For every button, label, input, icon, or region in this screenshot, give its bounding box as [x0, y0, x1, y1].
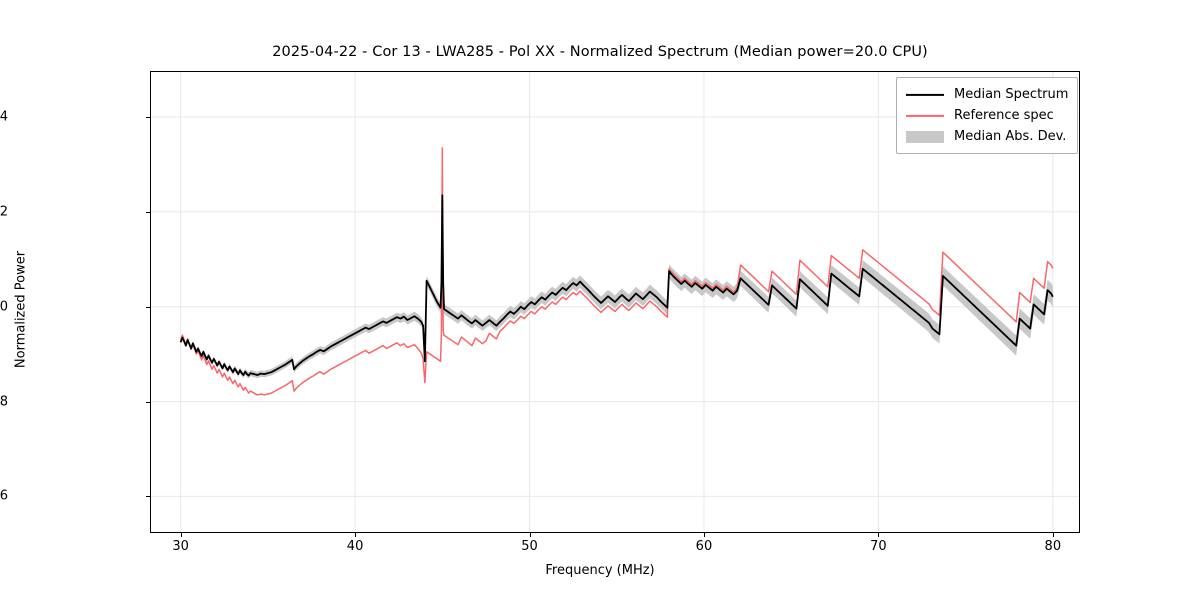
x-tick-label: 40 [346, 539, 364, 554]
x-axis-label: Frequency (MHz) [545, 563, 655, 578]
x-tick-label: 60 [695, 539, 713, 554]
x-tick-label: 50 [521, 539, 538, 554]
reference-spectrum-line [179, 147, 1054, 396]
legend-label: Median Abs. Dev. [954, 129, 1067, 144]
x-tick-mark [529, 533, 531, 537]
legend: Median Spectrum Reference spec Median Ab… [896, 77, 1079, 154]
legend-item-median-abs-dev: Median Abs. Dev. [905, 126, 1068, 147]
median-abs-dev-band [180, 190, 1053, 379]
y-tick-mark [146, 117, 150, 119]
y-tick-mark [146, 401, 150, 403]
median-spectrum-line [179, 194, 1054, 377]
y-tick-label: 1.4 [0, 109, 8, 125]
legend-key-patch-icon [905, 130, 945, 144]
x-tick-mark [180, 533, 182, 537]
x-tick-mark [703, 533, 705, 537]
y-tick-label: 1.0 [0, 299, 8, 315]
legend-label: Median Spectrum [954, 87, 1069, 102]
x-tick-mark [878, 533, 880, 537]
legend-key-line-icon [905, 88, 945, 102]
legend-key-line-icon [905, 109, 945, 123]
legend-label: Reference spec [954, 108, 1054, 123]
legend-item-reference-spec: Reference spec [905, 105, 1068, 126]
y-tick-mark [146, 211, 150, 213]
y-axis-label: Normalized Power [13, 250, 29, 369]
y-tick-mark [146, 306, 150, 308]
legend-item-median-spectrum: Median Spectrum [905, 84, 1068, 105]
x-tick-label: 70 [870, 539, 887, 554]
page-title: 2025-04-22 - Cor 13 - LWA285 - Pol XX - … [272, 44, 928, 60]
y-tick-label: 0.6 [0, 488, 8, 504]
x-tick-mark [1052, 533, 1054, 537]
x-tick-label: 30 [172, 539, 189, 554]
x-tick-label: 80 [1044, 539, 1062, 554]
y-tick-label: 0.8 [0, 394, 8, 410]
y-tick-mark [146, 496, 150, 498]
x-tick-mark [355, 533, 357, 537]
y-tick-label: 1.2 [0, 204, 8, 220]
